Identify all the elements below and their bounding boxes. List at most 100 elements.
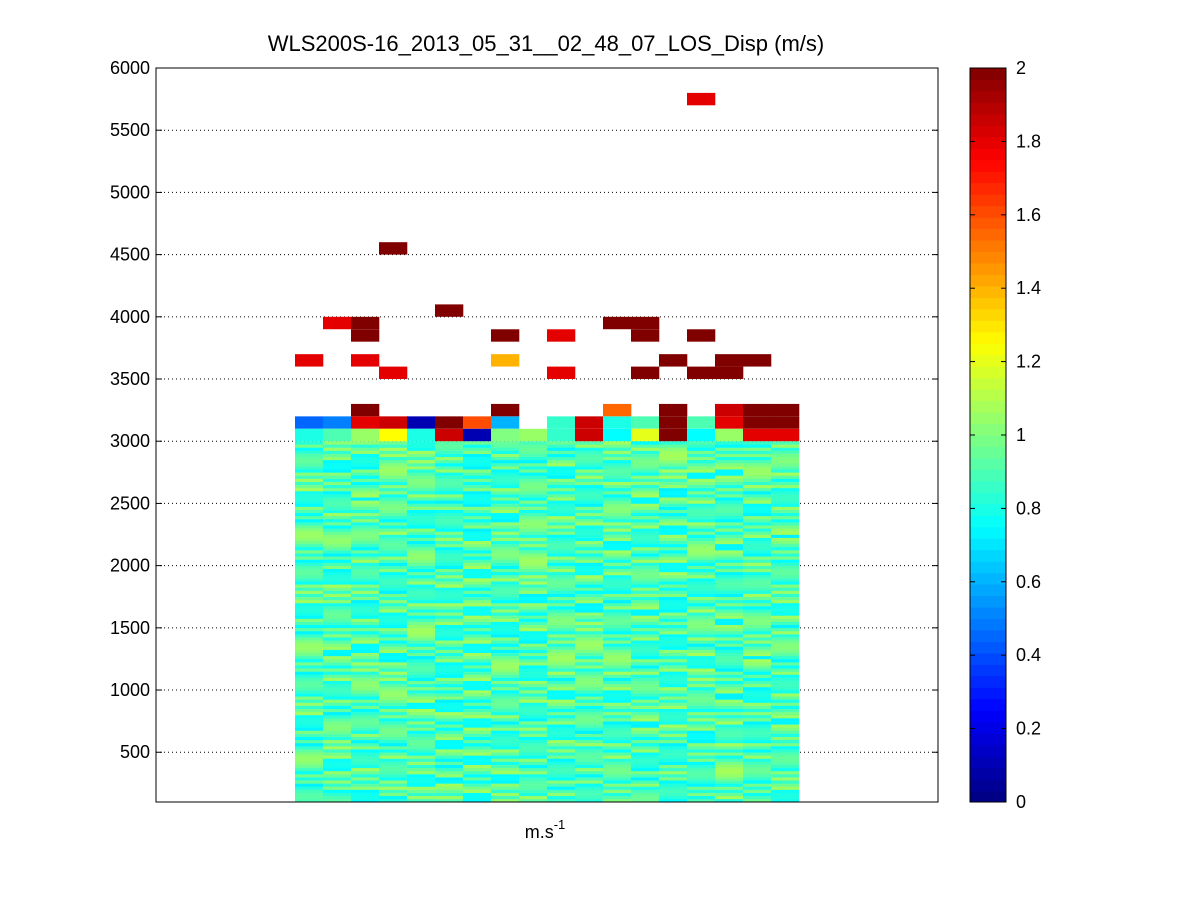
heatmap-cell [351,658,380,663]
heatmap-cell [463,634,492,638]
heatmap-cell [547,571,576,576]
heatmap-cell [603,518,632,523]
heatmap-cell [743,500,772,504]
x-axis-label: m.s-1 [525,817,566,842]
heatmap-cell [519,696,548,700]
heatmap-cell [295,503,324,507]
heatmap-cell [295,556,324,560]
heatmap-cell [603,746,632,750]
heatmap-cell [295,528,324,532]
heatmap-cell [295,466,324,470]
heatmap-cell [323,525,352,529]
heatmap-cell [491,537,520,542]
heatmap-cell [659,721,688,725]
heatmap-cell [547,329,576,342]
heatmap-cell [631,553,660,557]
heatmap-cell [771,764,800,769]
heatmap-cell [379,503,408,507]
heatmap-cell [575,487,604,492]
heatmap-cell [519,500,548,504]
heatmap-cell [519,453,548,458]
heatmap-cell [771,497,800,501]
heatmap-cell [351,671,380,675]
heatmap-cell [407,487,436,492]
heatmap-cell [771,718,800,722]
heatmap-cell [463,705,492,709]
heatmap-cell [295,602,324,607]
heatmap-cell [631,668,660,672]
heatmap-cell [407,574,436,579]
heatmap-cell [491,690,520,694]
colorbar-segment [970,790,1006,803]
heatmap-cell [659,630,688,635]
heatmap-cell [323,509,352,514]
heatmap-cell [603,537,632,542]
heatmap-cell [463,546,492,551]
heatmap-cell [659,733,688,737]
heatmap-cell [547,562,576,566]
heatmap-cell [379,758,408,762]
heatmap-cell [519,581,548,585]
heatmap-cell [771,761,800,765]
heatmap-cell [295,739,324,744]
heatmap-cell [351,721,380,725]
heatmap-cell [519,490,548,495]
heatmap-cell [743,590,772,594]
heatmap-cell [463,615,492,619]
heatmap-cell [575,727,604,731]
heatmap-cell [575,453,604,458]
heatmap-cell [687,624,716,629]
heatmap-cell [407,462,436,467]
heatmap-cell [379,500,408,504]
heatmap-cell [323,649,352,654]
heatmap-cell [715,428,744,442]
heatmap-cell [407,596,436,601]
heatmap-cell [379,761,408,765]
heatmap-cell [603,655,632,660]
heatmap-cell [743,612,772,616]
heatmap-cell [743,609,772,613]
heatmap-cell [519,540,548,545]
heatmap-cell [715,469,744,473]
heatmap-cell [379,643,408,647]
heatmap-cell [771,568,800,573]
heatmap-cell [659,761,688,765]
heatmap-cell [295,487,324,492]
heatmap-cell [491,789,520,793]
heatmap-cell [491,503,520,507]
heatmap-cell [519,456,548,461]
heatmap-cell [519,755,548,759]
heatmap-cell [771,444,800,448]
heatmap-cell [519,531,548,535]
heatmap-cell [323,512,352,517]
heatmap-cell [631,637,660,641]
heatmap-cell [715,761,744,765]
heatmap-cell [295,693,324,697]
heatmap-cell [351,714,380,719]
heatmap-cell [687,733,716,737]
y-tick-label: 1500 [110,618,150,638]
heatmap-cell [295,770,324,775]
heatmap-cell [547,503,576,507]
heatmap-cell [323,668,352,672]
heatmap-cell [575,739,604,744]
heatmap-cell [771,637,800,641]
heatmap-cell [295,677,324,682]
heatmap-cell [435,481,464,486]
heatmap-cell [407,658,436,663]
heatmap-cell [603,755,632,759]
heatmap-cell [351,749,380,753]
heatmap-cell [491,500,520,504]
heatmap-cell [351,518,380,523]
heatmap-cell [379,441,408,445]
heatmap-cell [771,755,800,759]
heatmap-cell [659,466,688,470]
heatmap-cell [379,711,408,716]
heatmap-cell [407,798,436,803]
heatmap-cell [575,506,604,510]
heatmap-cell [407,752,436,756]
heatmap-cell [435,746,464,750]
heatmap-cell [659,668,688,672]
heatmap-cell [715,758,744,762]
heatmap-cell [379,789,408,793]
